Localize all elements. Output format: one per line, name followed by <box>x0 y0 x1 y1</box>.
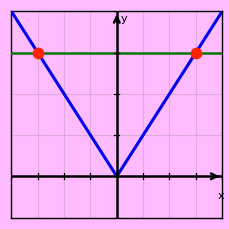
Text: y: y <box>121 14 127 24</box>
Text: x: x <box>218 191 224 201</box>
Point <box>194 51 198 55</box>
Point <box>36 51 40 55</box>
